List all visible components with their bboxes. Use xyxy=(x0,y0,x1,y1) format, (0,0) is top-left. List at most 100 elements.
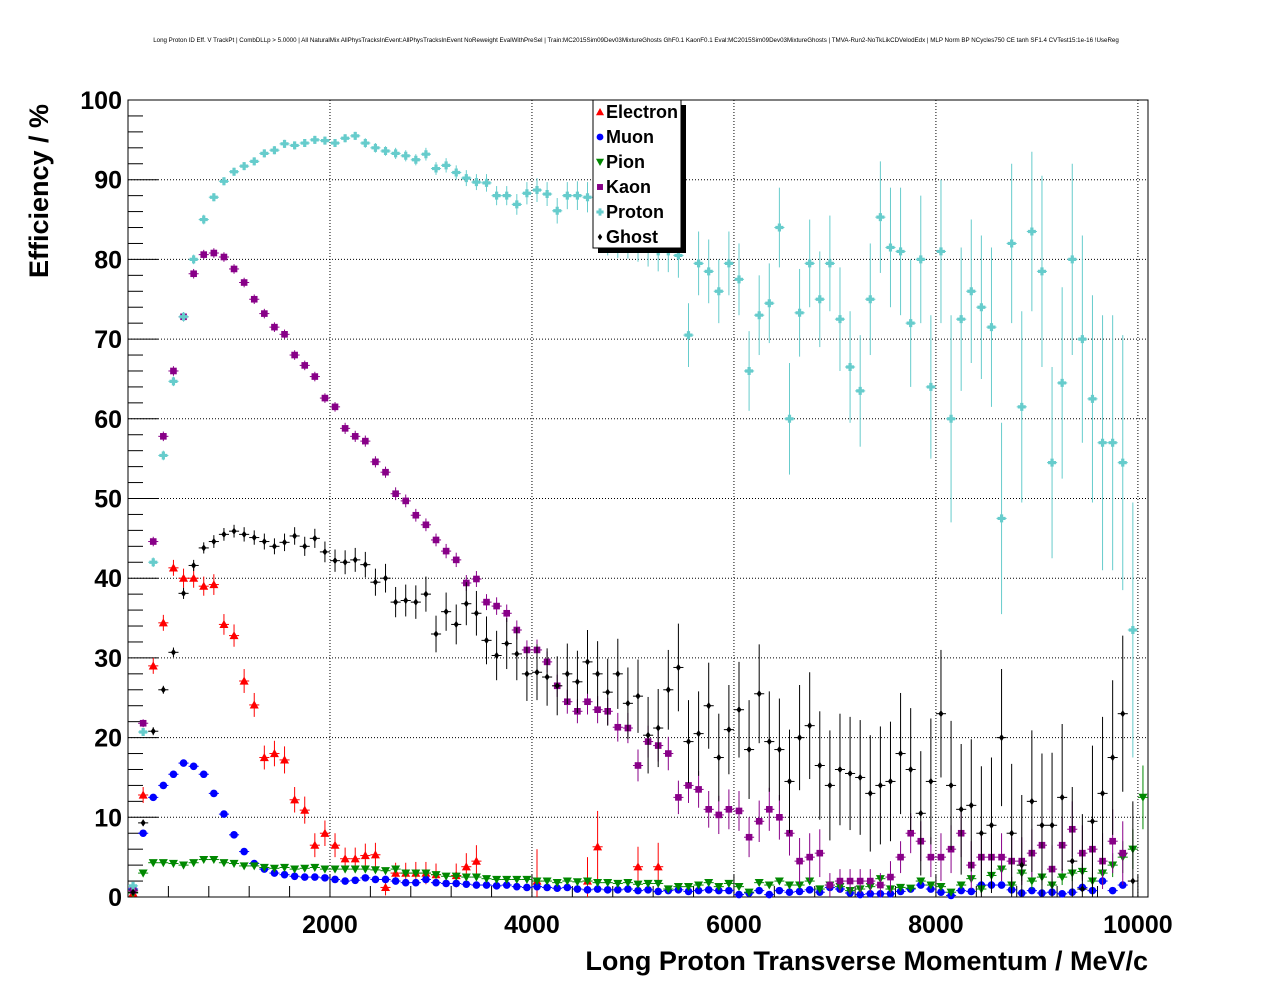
data-point-ghost xyxy=(473,609,479,617)
data-point-muon xyxy=(573,885,582,893)
data-point-pion xyxy=(744,888,754,897)
data-point-muon xyxy=(422,875,430,884)
data-point-pion xyxy=(461,873,471,882)
data-point-ghost xyxy=(655,724,661,732)
data-point-muon xyxy=(472,881,481,889)
data-point-pion xyxy=(189,859,199,868)
data-point-proton xyxy=(1017,402,1026,411)
data-point-pion xyxy=(300,864,310,873)
data-point-proton xyxy=(169,377,178,386)
data-point-kaon xyxy=(170,367,177,375)
data-point-kaon xyxy=(715,811,723,819)
data-point-electron xyxy=(209,580,219,589)
data-point-muon xyxy=(614,886,622,894)
data-point-proton xyxy=(310,135,319,144)
data-point-ghost xyxy=(978,829,984,837)
data-point-ghost xyxy=(443,608,449,616)
data-point-proton xyxy=(472,178,481,187)
data-point-kaon xyxy=(887,873,894,881)
data-point-proton xyxy=(391,149,400,158)
data-point-muon xyxy=(280,870,289,879)
data-point-electron xyxy=(219,619,229,629)
data-point-pion xyxy=(774,877,784,886)
data-point-pion xyxy=(492,875,502,884)
data-point-proton xyxy=(1058,378,1067,387)
data-point-kaon xyxy=(382,468,389,476)
data-point-muon xyxy=(341,877,349,885)
data-point-kaon xyxy=(321,394,329,402)
data-point-muon xyxy=(886,890,895,898)
data-point-ghost xyxy=(1069,857,1075,865)
data-point-pion xyxy=(593,879,603,888)
data-point-electron xyxy=(269,749,279,758)
data-point-pion xyxy=(694,881,704,890)
data-point-ghost xyxy=(857,773,863,782)
data-point-kaon xyxy=(1109,837,1116,845)
data-point-pion xyxy=(522,875,532,884)
data-point-kaon xyxy=(776,814,783,821)
data-point-muon xyxy=(391,877,400,885)
data-point-proton xyxy=(280,139,289,148)
legend-marker-proton xyxy=(596,208,604,216)
data-point-kaon xyxy=(230,265,238,273)
x-axis-title: Long Proton Transverse Momentum / MeV/c xyxy=(585,946,1148,976)
data-point-proton xyxy=(755,311,764,320)
data-point-muon xyxy=(937,888,945,897)
data-point-muon xyxy=(412,878,420,887)
legend-label-proton: Proton xyxy=(606,202,664,222)
data-point-kaon xyxy=(442,547,450,555)
legend-box xyxy=(592,99,682,249)
data-point-muon xyxy=(432,878,440,887)
data-point-proton xyxy=(522,189,531,198)
data-point-ghost xyxy=(1009,829,1015,837)
data-point-ghost xyxy=(635,692,641,700)
data-point-kaon xyxy=(362,437,369,445)
data-point-proton xyxy=(1027,227,1036,236)
data-point-proton xyxy=(179,312,188,321)
data-point-kaon xyxy=(291,351,298,359)
data-point-ghost xyxy=(332,557,338,565)
data-point-pion xyxy=(562,877,572,886)
data-point-proton xyxy=(1108,438,1117,447)
y-tick-label: 70 xyxy=(94,326,122,354)
data-point-pion xyxy=(613,879,623,888)
data-point-kaon xyxy=(483,598,490,606)
data-point-ghost xyxy=(282,538,288,546)
data-point-pion xyxy=(280,863,290,873)
data-point-electron xyxy=(158,618,168,627)
y-tick-label: 10 xyxy=(94,804,122,832)
data-point-proton xyxy=(835,315,844,324)
data-point-ghost xyxy=(665,686,671,694)
data-point-kaon xyxy=(755,817,763,825)
data-point-kaon xyxy=(745,833,753,841)
data-point-proton xyxy=(1048,458,1057,467)
data-point-muon xyxy=(311,873,319,881)
data-point-pion xyxy=(896,883,906,892)
data-point-kaon xyxy=(372,458,379,466)
data-point-pion xyxy=(956,881,966,890)
data-point-muon xyxy=(462,880,471,889)
data-point-muon xyxy=(866,890,875,898)
data-point-ghost xyxy=(342,558,348,566)
data-point-kaon xyxy=(927,853,935,861)
data-point-muon xyxy=(765,890,774,899)
data-point-proton xyxy=(886,243,895,252)
data-point-proton xyxy=(906,319,915,328)
data-point-pion xyxy=(431,871,441,880)
legend-marker-kaon xyxy=(597,184,603,190)
data-point-ghost xyxy=(887,777,893,786)
data-point-kaon xyxy=(685,782,692,789)
data-point-ghost xyxy=(756,690,762,698)
data-point-proton xyxy=(876,213,885,222)
data-point-muon xyxy=(300,873,309,881)
data-point-pion xyxy=(714,883,724,892)
data-point-proton xyxy=(452,168,461,177)
data-point-muon xyxy=(270,869,279,877)
data-point-ghost xyxy=(554,682,560,690)
data-point-muon xyxy=(331,875,339,884)
data-point-electron xyxy=(280,755,290,764)
data-point-electron xyxy=(370,850,380,859)
data-point-kaon xyxy=(200,251,208,258)
data-point-proton xyxy=(563,191,572,200)
data-point-muon xyxy=(563,883,572,892)
